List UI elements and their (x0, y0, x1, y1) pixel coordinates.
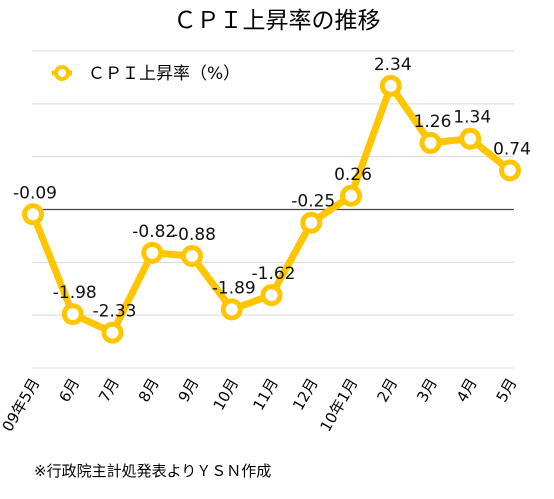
x-tick-label: 3月 (413, 375, 441, 405)
data-point (499, 159, 521, 182)
data-point (61, 303, 84, 326)
data-label: 0.74 (493, 139, 531, 159)
data-point (181, 244, 203, 267)
data-label: -0.09 (13, 183, 57, 203)
legend-marker (54, 65, 70, 81)
x-tick-label: 5月 (493, 375, 521, 405)
chart-title: ＣＰＩ上昇率の推移 (174, 8, 381, 34)
data-label: -1.62 (252, 264, 296, 284)
data-label: -1.89 (212, 278, 256, 298)
data-label: -0.88 (172, 225, 216, 245)
legend-label: ＣＰＩ上昇率（%） (88, 64, 240, 84)
data-point (101, 321, 124, 344)
data-label: -2.33 (93, 302, 137, 322)
source-note: ※行政院主計処発表よりＹＳＮ作成 (34, 462, 272, 480)
gridlines (32, 50, 514, 369)
x-tick-label: 10月 (210, 375, 243, 414)
data-label: -0.25 (291, 192, 335, 212)
data-label: -1.98 (53, 283, 97, 303)
data-point (22, 203, 44, 226)
data-label: -0.82 (132, 222, 176, 242)
data-point (141, 241, 164, 264)
x-tick-label: 09年5月 (0, 375, 43, 435)
data-point (220, 298, 243, 321)
data-point (260, 284, 283, 307)
data-point (459, 127, 482, 150)
x-tick-label: 7月 (95, 375, 123, 405)
x-tick-label: 6月 (55, 375, 83, 405)
x-tick-label: 4月 (453, 375, 481, 405)
x-tick-label: 2月 (373, 375, 401, 405)
data-label: 0.26 (334, 165, 372, 185)
data-label: 2.34 (374, 55, 412, 75)
x-tick-label: 8月 (135, 375, 163, 405)
x-tick-label: 9月 (175, 375, 203, 405)
data-point (419, 131, 442, 154)
data-label: 1.34 (453, 108, 491, 128)
data-label: 1.26 (414, 112, 452, 132)
data-point (340, 184, 362, 207)
data-point (379, 74, 402, 97)
series-markers (22, 74, 521, 344)
legend: ＣＰＩ上昇率（%） (52, 64, 240, 84)
x-tick-label: 10年1月 (317, 375, 362, 435)
data-labels: -0.09 -1.98-2.33 -0.82-0.88 -1.89-1.62 -0.25… (13, 55, 531, 322)
x-tick-label: 11月 (249, 375, 282, 414)
data-point (300, 211, 323, 234)
x-tick-label: 12月 (289, 375, 322, 414)
